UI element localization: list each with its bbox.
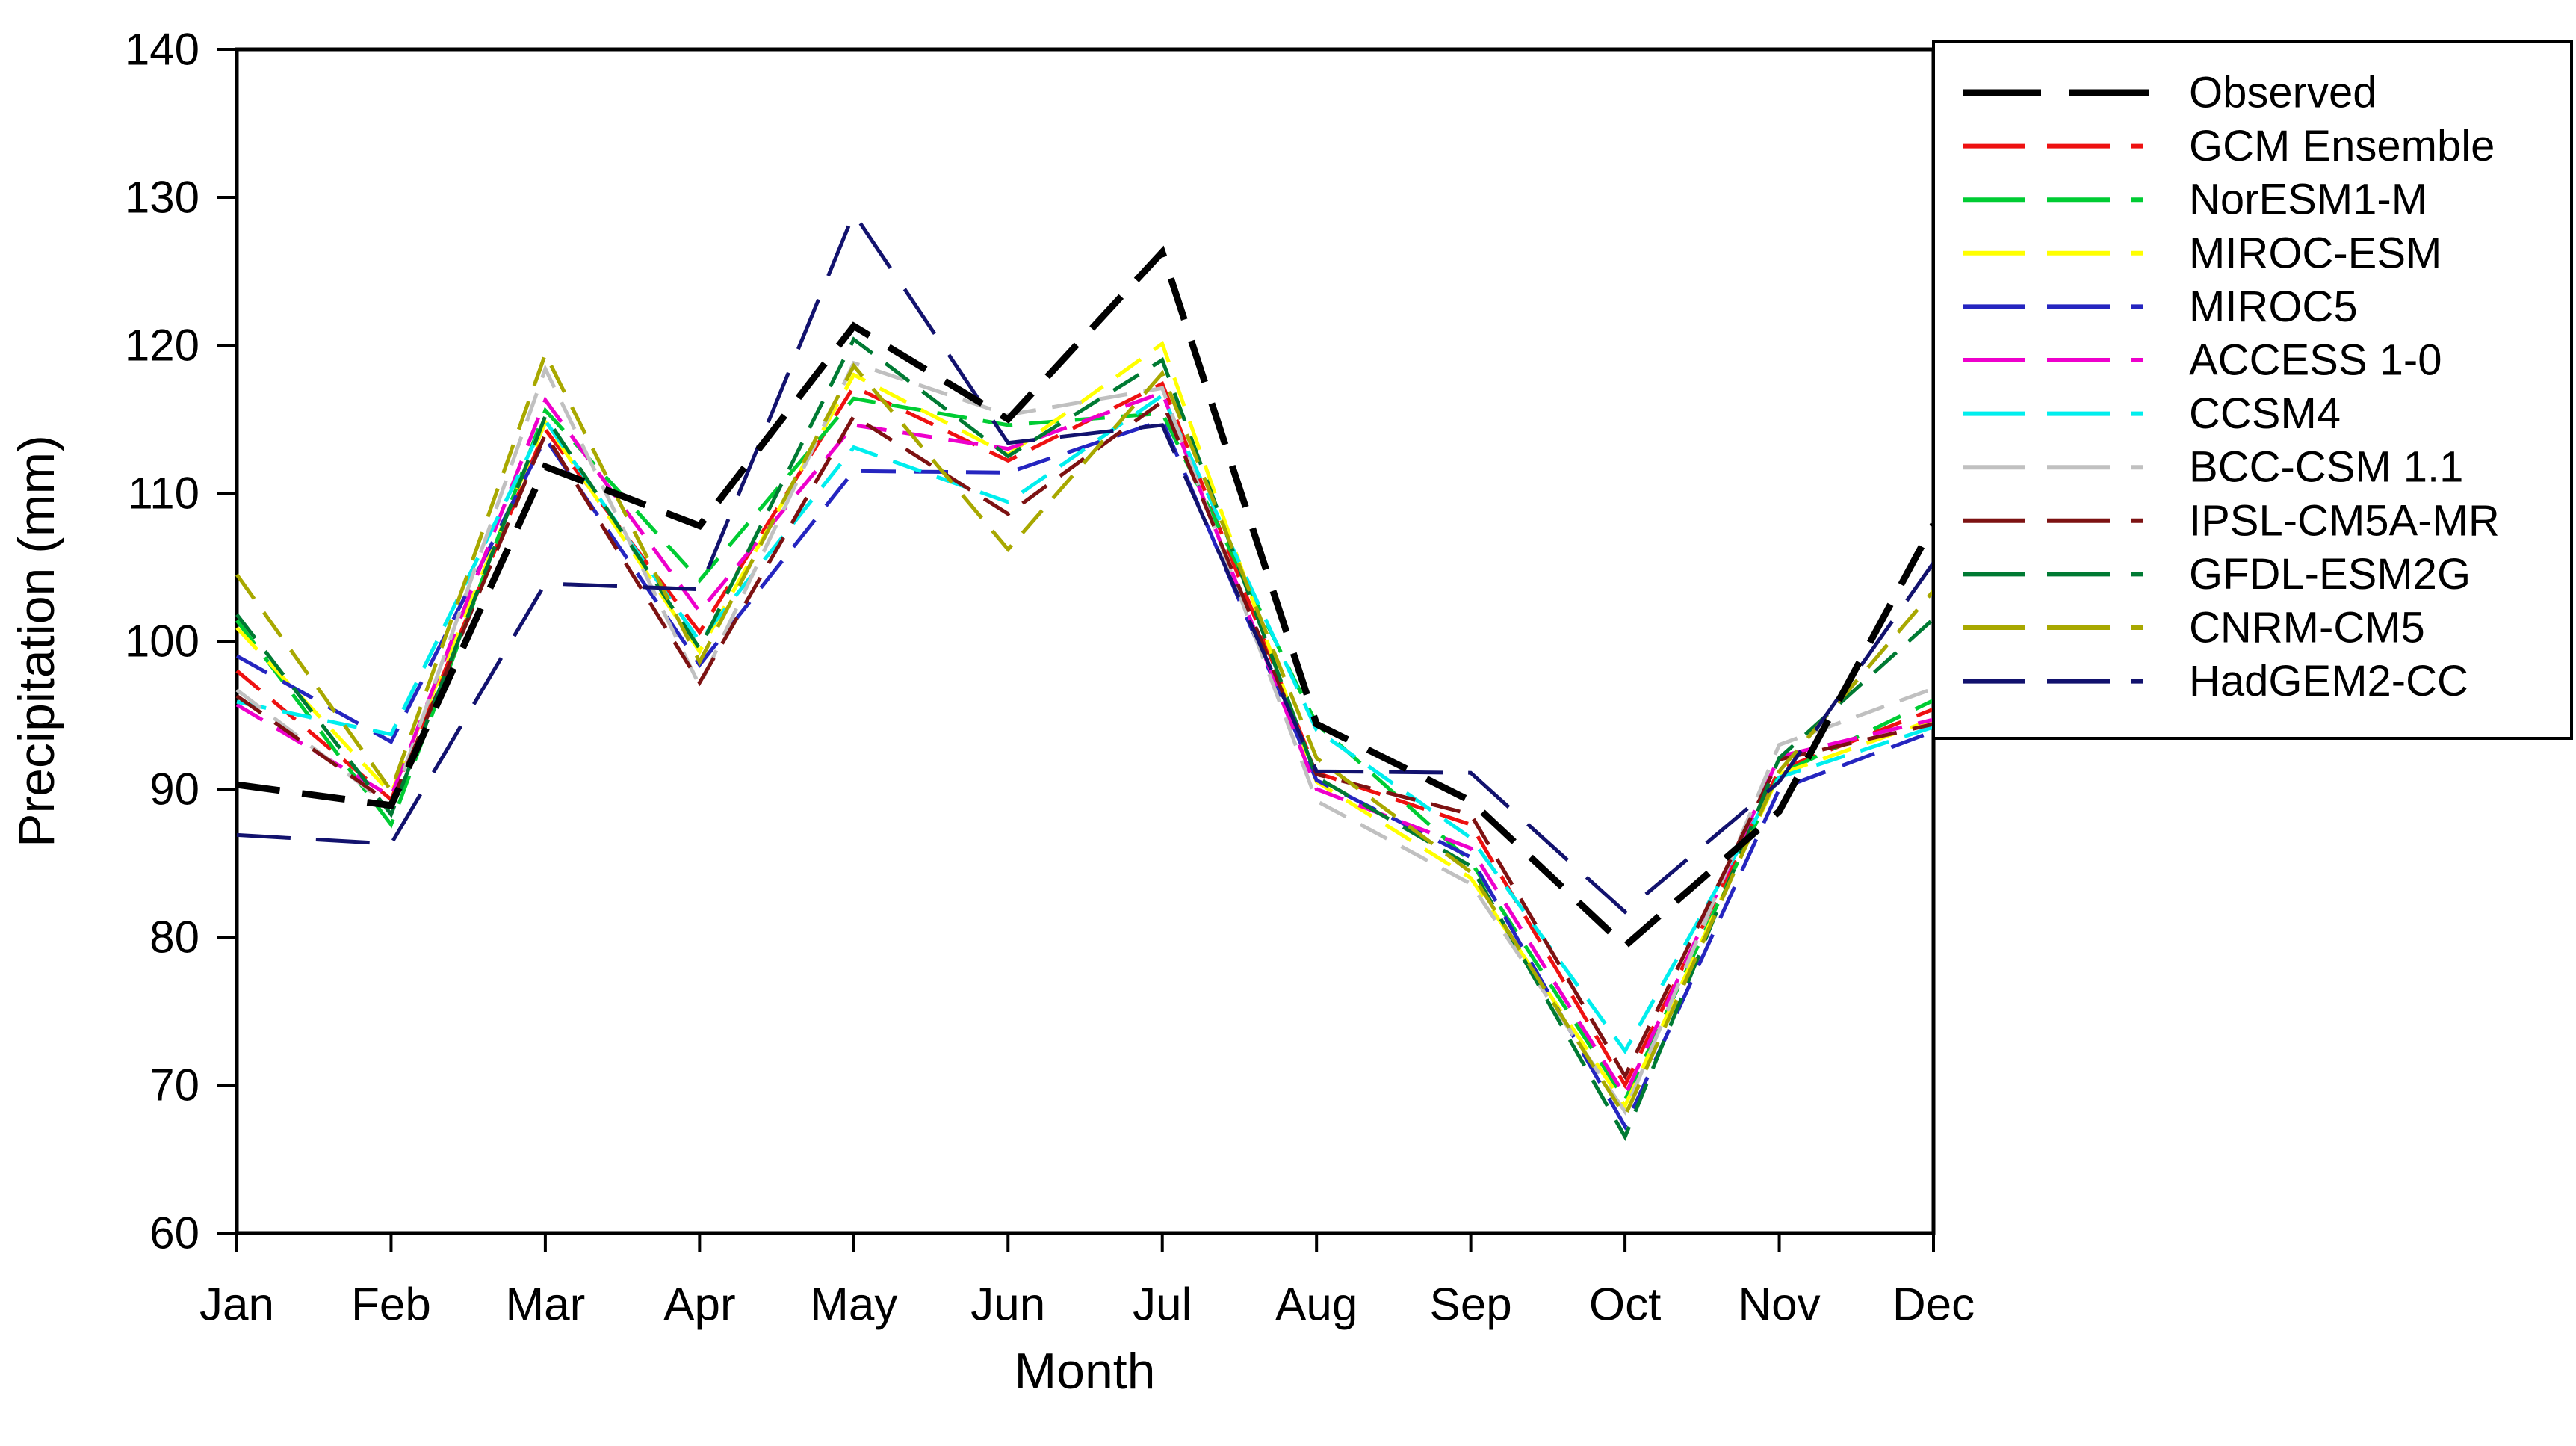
legend-item-access-1-0: ACCESS 1-0 bbox=[1963, 336, 2442, 385]
series-line-bcc-csm-1-1 bbox=[235, 360, 1934, 1116]
legend-label-gcm-ensemble: GCM Ensemble bbox=[2189, 122, 2495, 170]
y-tick-label: 90 bbox=[149, 764, 199, 815]
legend-item-observed: Observed bbox=[1963, 69, 2377, 117]
legend-item-ipsl-cm5a-mr: IPSL-CM5A-MR bbox=[1963, 496, 2500, 545]
x-tick-label-feb: Feb bbox=[351, 1279, 431, 1331]
y-tick-label: 80 bbox=[149, 912, 199, 963]
y-tick-label: 140 bbox=[125, 25, 199, 75]
x-tick-label-jun: Jun bbox=[970, 1279, 1045, 1331]
series-lines bbox=[235, 209, 1936, 1142]
legend-label-observed: Observed bbox=[2189, 69, 2377, 117]
plot-frame-rect bbox=[235, 47, 1936, 1235]
series-line-miroc5 bbox=[235, 418, 1934, 1131]
y-axis-title: Precipitation (mm) bbox=[8, 435, 65, 847]
series-line-ipsl-cm5a-mr bbox=[235, 398, 1934, 1081]
x-tick-label-jan: Jan bbox=[199, 1279, 274, 1331]
y-tick-label: 120 bbox=[125, 321, 199, 371]
legend-item-bcc-csm-1-1: BCC-CSM 1.1 bbox=[1963, 443, 2463, 492]
y-tick-label: 130 bbox=[125, 173, 199, 223]
legend-label-hadgem2-cc: HadGEM2-CC bbox=[2189, 657, 2468, 705]
legend-label-gfdl-esm2g: GFDL-ESM2G bbox=[2189, 550, 2471, 599]
x-tick-label-may: May bbox=[810, 1279, 897, 1331]
x-tick-label-mar: Mar bbox=[506, 1279, 586, 1331]
legend-item-miroc5: MIROC5 bbox=[1963, 282, 2358, 331]
x-tick-label-sep: Sep bbox=[1429, 1279, 1511, 1331]
legend-item-hadgem2-cc: HadGEM2-CC bbox=[1963, 657, 2468, 705]
y-tick-label: 110 bbox=[128, 469, 199, 519]
x-axis-title: Month bbox=[1015, 1343, 1156, 1400]
legend-label-ccsm4: CCSM4 bbox=[2189, 389, 2341, 438]
legend-item-ccsm4: CCSM4 bbox=[1963, 389, 2341, 438]
legend-label-cnrm-cm5: CNRM-CM5 bbox=[2189, 604, 2425, 652]
series-line-observed bbox=[236, 245, 1936, 951]
x-tick-label-apr: Apr bbox=[663, 1279, 735, 1331]
x-tick-label-nov: Nov bbox=[1738, 1279, 1820, 1331]
x-tick-label-oct: Oct bbox=[1589, 1279, 1661, 1331]
x-tick-label-jul: Jul bbox=[1133, 1279, 1192, 1331]
y-tick-label: 100 bbox=[125, 617, 199, 667]
legend-item-cnrm-cm5: CNRM-CM5 bbox=[1963, 604, 2425, 652]
series-line-cnrm-cm5 bbox=[235, 349, 1935, 1120]
legend-item-miroc-esm: MIROC-ESM bbox=[1963, 229, 2442, 277]
legend-label-miroc-esm: MIROC-ESM bbox=[2189, 229, 2442, 277]
legend-label-miroc5: MIROC5 bbox=[2189, 282, 2358, 331]
legend-item-gcm-ensemble: GCM Ensemble bbox=[1963, 122, 2495, 170]
series-line-hadgem2-cc bbox=[236, 209, 1936, 915]
legend: Observed GCM Ensemble NorESM1-M MIROC-ESM MI… bbox=[1932, 40, 2573, 740]
legend-box bbox=[1932, 40, 2573, 740]
series-line-miroc-esm bbox=[235, 341, 1934, 1110]
y-tick-label: 60 bbox=[149, 1208, 199, 1258]
y-tick-label: 70 bbox=[149, 1060, 199, 1110]
legend-item-noresm1-m: NorESM1-M bbox=[1963, 176, 2427, 224]
series-line-ccsm4 bbox=[236, 392, 1934, 1055]
legend-label-bcc-csm-1-1: BCC-CSM 1.1 bbox=[2189, 443, 2463, 492]
axes: 60 70 80 90 100 110 120 130 140 Jan Feb Mar Apr May Ju… bbox=[125, 25, 1975, 1331]
legend-label-noresm1-m: NorESM1-M bbox=[2189, 176, 2427, 224]
legend-label-ipsl-cm5a-mr: IPSL-CM5A-MR bbox=[2189, 496, 2500, 545]
plot-frame bbox=[235, 47, 1936, 1235]
series-line-gfdl-esm2g bbox=[235, 336, 1935, 1142]
series-line-access-1-0 bbox=[235, 390, 1934, 1100]
legend-label-access-1-0: ACCESS 1-0 bbox=[2189, 336, 2442, 385]
x-tick-label-dec: Dec bbox=[1892, 1279, 1975, 1331]
x-tick-label-aug: Aug bbox=[1275, 1279, 1357, 1331]
legend-item-gfdl-esm2g: GFDL-ESM2G bbox=[1963, 550, 2471, 599]
